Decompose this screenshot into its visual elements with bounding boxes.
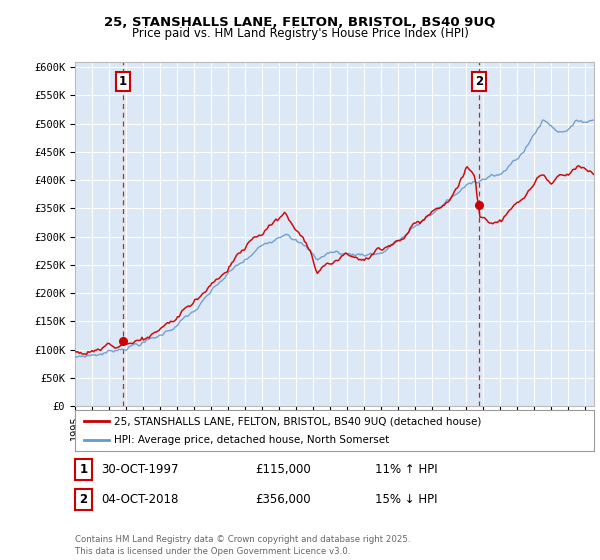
Text: £356,000: £356,000 (255, 493, 311, 506)
Text: 11% ↑ HPI: 11% ↑ HPI (375, 463, 437, 477)
Text: 25, STANSHALLS LANE, FELTON, BRISTOL, BS40 9UQ: 25, STANSHALLS LANE, FELTON, BRISTOL, BS… (104, 16, 496, 29)
Text: 1: 1 (119, 75, 127, 88)
Text: 04-OCT-2018: 04-OCT-2018 (101, 493, 178, 506)
Text: 2: 2 (475, 75, 483, 88)
Text: Contains HM Land Registry data © Crown copyright and database right 2025.
This d: Contains HM Land Registry data © Crown c… (75, 535, 410, 556)
Text: £115,000: £115,000 (255, 463, 311, 477)
Text: 15% ↓ HPI: 15% ↓ HPI (375, 493, 437, 506)
Text: 2: 2 (79, 493, 88, 506)
Text: 1: 1 (79, 463, 88, 477)
Text: Price paid vs. HM Land Registry's House Price Index (HPI): Price paid vs. HM Land Registry's House … (131, 27, 469, 40)
Text: 25, STANSHALLS LANE, FELTON, BRISTOL, BS40 9UQ (detached house): 25, STANSHALLS LANE, FELTON, BRISTOL, BS… (114, 417, 481, 426)
Text: HPI: Average price, detached house, North Somerset: HPI: Average price, detached house, Nort… (114, 435, 389, 445)
Text: 30-OCT-1997: 30-OCT-1997 (101, 463, 178, 477)
